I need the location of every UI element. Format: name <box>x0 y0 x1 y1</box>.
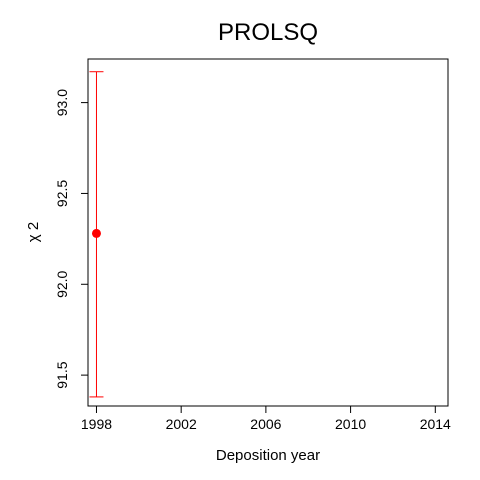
y-tick-label: 93.0 <box>54 89 70 116</box>
y-axis-label: χ 2 <box>25 222 42 242</box>
data-marks <box>89 71 104 398</box>
y-tick-label: 91.5 <box>54 361 70 388</box>
x-tick-label: 2014 <box>420 416 451 432</box>
y-axis: 91.5 92.0 92.5 93.0 <box>54 89 89 389</box>
y-tick-label: 92.0 <box>54 270 70 297</box>
chart-title: PROLSQ <box>218 19 318 46</box>
x-tick-label: 2002 <box>166 416 197 432</box>
x-tick-label: 2010 <box>335 416 366 432</box>
y-tick-label: 92.5 <box>54 180 70 207</box>
x-tick-label: 1998 <box>81 416 112 432</box>
x-axis: 1998 2002 2006 2010 2014 <box>81 405 451 432</box>
data-point <box>91 228 101 238</box>
plot-frame <box>87 58 449 407</box>
x-tick-label: 2006 <box>250 416 281 432</box>
x-axis-label: Deposition year <box>216 447 320 464</box>
